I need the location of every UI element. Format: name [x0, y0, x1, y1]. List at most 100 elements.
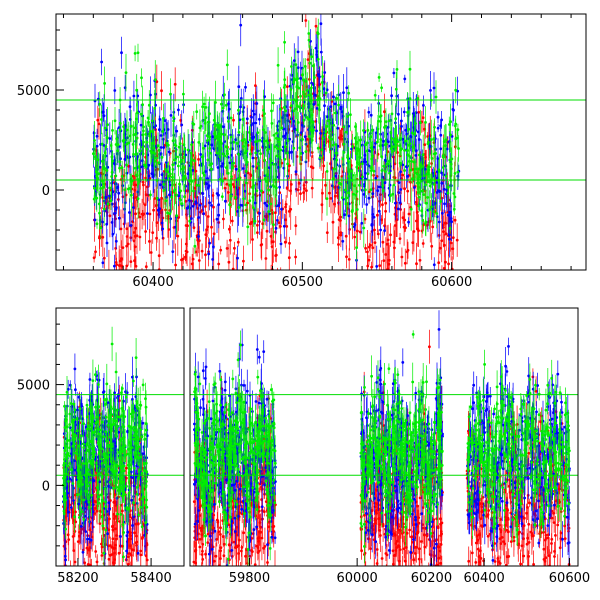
- data-point: [424, 183, 428, 187]
- data-point: [129, 451, 133, 455]
- data-point: [199, 176, 202, 180]
- data-point: [269, 452, 273, 456]
- data-point: [435, 176, 439, 180]
- data-point: [77, 480, 81, 483]
- data-point: [389, 194, 392, 198]
- data-point: [160, 221, 164, 225]
- data-point: [85, 434, 89, 437]
- data-point: [270, 484, 273, 488]
- data-point: [78, 407, 82, 411]
- data-point: [371, 128, 374, 132]
- data-point: [195, 183, 199, 187]
- data-point: [265, 488, 268, 491]
- data-point: [314, 24, 318, 28]
- data-point: [278, 155, 282, 159]
- data-point: [201, 171, 205, 175]
- data-point: [379, 228, 382, 232]
- data-point: [448, 237, 451, 241]
- data-point: [444, 232, 448, 236]
- data-point: [262, 218, 266, 222]
- data-point: [219, 445, 223, 449]
- data-point: [264, 500, 268, 503]
- data-point: [63, 554, 67, 558]
- data-point: [310, 138, 314, 142]
- data-point: [221, 152, 225, 156]
- data-point: [251, 195, 255, 199]
- data-point: [428, 165, 431, 169]
- data-point: [268, 512, 272, 516]
- data-point: [236, 256, 239, 260]
- data-point: [161, 130, 165, 133]
- data-point: [343, 188, 347, 192]
- data-point: [139, 553, 143, 557]
- data-point: [124, 71, 128, 74]
- data-point: [114, 239, 118, 243]
- data-point: [190, 143, 193, 147]
- data-point: [194, 548, 198, 552]
- data-point: [123, 157, 127, 161]
- data-point: [250, 422, 254, 425]
- data-point: [387, 159, 391, 163]
- data-point: [115, 537, 118, 541]
- data-point: [239, 105, 242, 109]
- data-point: [346, 115, 350, 118]
- data-point: [397, 191, 401, 195]
- data-point: [172, 119, 176, 123]
- data-point: [138, 403, 142, 407]
- data-point: [106, 532, 109, 536]
- data-point: [71, 535, 75, 538]
- data-point: [258, 138, 262, 142]
- data-point: [171, 250, 175, 254]
- data-point: [78, 530, 82, 534]
- data-point: [248, 199, 252, 203]
- data-point: [179, 189, 183, 193]
- data-point: [363, 157, 366, 161]
- data-point: [320, 203, 324, 207]
- data-point: [242, 197, 245, 201]
- data-point: [261, 424, 265, 428]
- data-point: [135, 173, 139, 177]
- data-point: [413, 132, 416, 136]
- data-point: [142, 140, 145, 144]
- data-point: [107, 528, 111, 532]
- data-point: [104, 500, 107, 504]
- data-point: [249, 407, 253, 411]
- data-point: [102, 452, 106, 456]
- data-point: [68, 454, 72, 458]
- data-point: [114, 419, 118, 423]
- data-point: [287, 210, 291, 213]
- data-point: [119, 513, 123, 516]
- data-point: [193, 159, 196, 163]
- data-point: [197, 235, 200, 238]
- data-point: [146, 185, 150, 189]
- data-point: [351, 209, 354, 212]
- data-point: [374, 176, 378, 180]
- data-point: [441, 166, 445, 169]
- data-point: [354, 142, 358, 146]
- data-point: [409, 207, 413, 211]
- data-point: [354, 193, 358, 197]
- data-point: [100, 424, 103, 427]
- data-point: [146, 212, 149, 215]
- data-point: [174, 263, 178, 267]
- data-point: [395, 218, 399, 222]
- data-point: [340, 196, 344, 200]
- data-point: [110, 221, 114, 224]
- data-point: [387, 119, 391, 123]
- data-point: [194, 169, 198, 173]
- data-point: [167, 228, 171, 231]
- data-point: [99, 428, 103, 432]
- data-point: [69, 506, 73, 509]
- data-point: [284, 203, 288, 206]
- data-point: [198, 203, 202, 207]
- data-point: [109, 460, 113, 463]
- data-point: [252, 451, 256, 455]
- data-point: [116, 408, 119, 412]
- data-point: [392, 71, 396, 75]
- data-point: [134, 356, 138, 359]
- data-point: [396, 500, 400, 503]
- data-point: [249, 515, 252, 519]
- data-point: [339, 219, 342, 222]
- data-point: [164, 168, 167, 171]
- data-point: [294, 224, 298, 228]
